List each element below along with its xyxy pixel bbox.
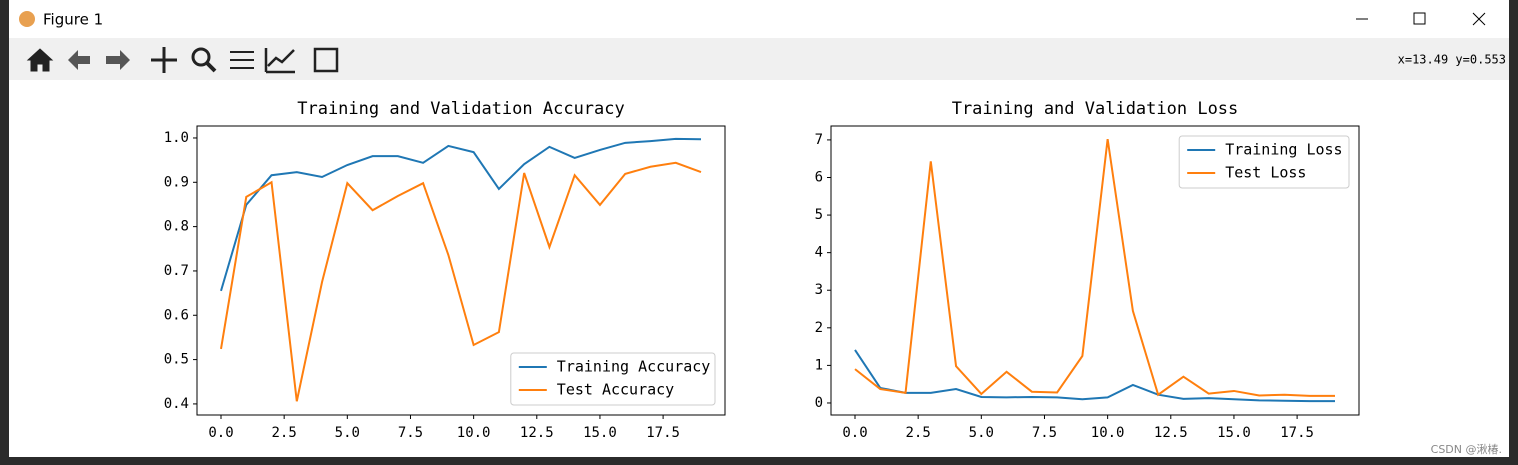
back-button[interactable] — [68, 50, 90, 70]
legend-label: Training Accuracy — [557, 358, 711, 376]
legend-label: Test Accuracy — [557, 381, 674, 399]
x-tick-label: 0.0 — [842, 425, 867, 441]
y-tick-label: 7 — [815, 132, 823, 148]
x-tick-label: 5.0 — [335, 425, 360, 441]
x-tick-label: 10.0 — [457, 425, 491, 441]
x-tick-label: 17.5 — [646, 425, 680, 441]
x-tick-label: 17.5 — [1280, 425, 1314, 441]
x-tick-label: 7.5 — [1032, 425, 1057, 441]
x-tick-label: 12.5 — [1154, 425, 1188, 441]
y-tick-label: 3 — [815, 282, 823, 298]
save-button[interactable] — [313, 47, 339, 73]
x-tick-label: 15.0 — [1217, 425, 1251, 441]
x-tick-label: 7.5 — [398, 425, 423, 441]
subplots-button[interactable] — [230, 51, 254, 69]
chart-title: Training and Validation Loss — [952, 99, 1239, 119]
y-tick-label: 4 — [815, 245, 823, 261]
cursor-status: x=13.49 y=0.553 — [1398, 53, 1506, 67]
series-line — [854, 139, 1335, 397]
x-tick-label: 10.0 — [1091, 425, 1125, 441]
series-line — [220, 161, 702, 402]
y-tick-label: 0.5 — [164, 352, 189, 368]
plot-frame — [196, 125, 726, 416]
y-tick-label: 0.4 — [164, 396, 189, 412]
y-tick-label: 2 — [815, 320, 823, 336]
y-tick-label: 1 — [815, 357, 823, 373]
x-tick-label: 2.5 — [272, 425, 297, 441]
pan-button[interactable] — [151, 47, 177, 73]
y-tick-label: 0.7 — [164, 263, 189, 279]
toolbar — [9, 38, 1509, 80]
toolbar-icons — [26, 47, 339, 74]
legend — [1178, 135, 1350, 189]
zoom-button[interactable] — [191, 47, 211, 67]
y-tick-label: 5 — [815, 207, 823, 223]
close-button[interactable] — [1472, 12, 1486, 26]
app-icon — [19, 11, 35, 27]
legend-label: Training Loss — [1225, 141, 1342, 159]
series-line — [220, 137, 702, 292]
series-line — [854, 349, 1335, 403]
customize-button[interactable] — [264, 48, 295, 74]
plot-frame — [830, 125, 1360, 416]
legend — [510, 352, 716, 406]
x-tick-label: 12.5 — [520, 425, 554, 441]
y-tick-label: 1.0 — [164, 130, 189, 146]
y-tick-label: 0.8 — [164, 219, 189, 235]
watermark: CSDN @湫椿. — [1431, 443, 1502, 456]
y-tick-label: 0.9 — [164, 174, 189, 190]
window-title: Figure 1 — [43, 11, 103, 29]
x-tick-label: 5.0 — [969, 425, 994, 441]
legend-label: Test Loss — [1225, 164, 1306, 182]
home-button[interactable] — [26, 48, 54, 72]
chart-title: Training and Validation Accuracy — [297, 99, 625, 119]
x-tick-label: 15.0 — [583, 425, 617, 441]
x-tick-label: 0.0 — [208, 425, 233, 441]
x-tick-label: 2.5 — [906, 425, 931, 441]
y-tick-label: 0.6 — [164, 307, 189, 323]
maximize-button[interactable] — [1413, 12, 1426, 25]
forward-button[interactable] — [106, 50, 130, 70]
y-tick-label: 6 — [815, 169, 823, 185]
y-tick-label: 0 — [815, 395, 823, 411]
